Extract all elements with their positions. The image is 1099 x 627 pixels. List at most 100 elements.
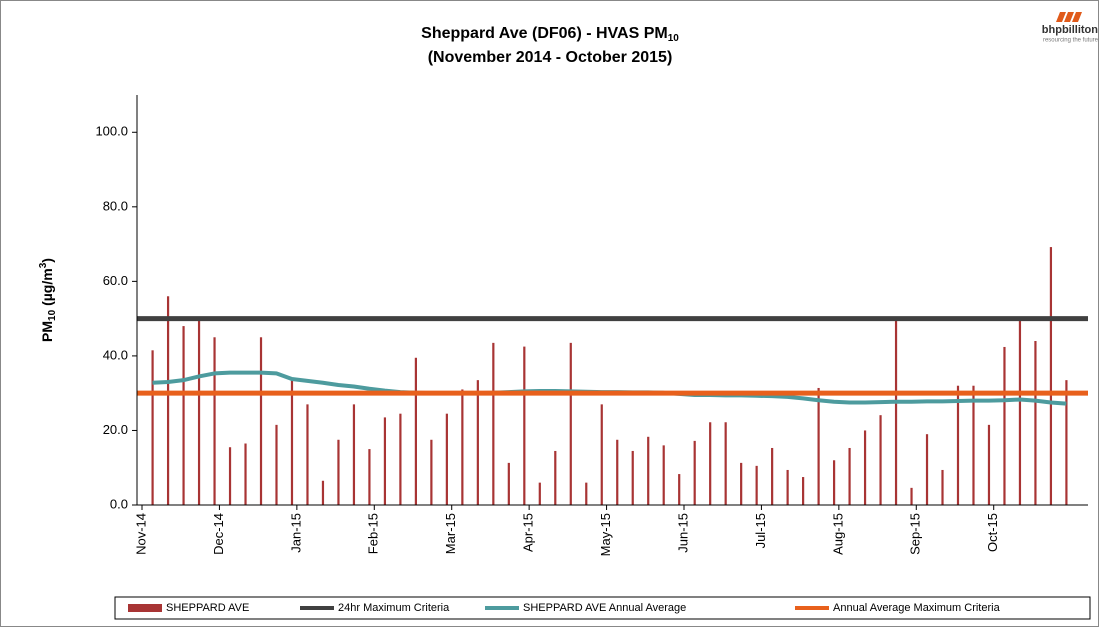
chart-subtitle: (November 2014 - October 2015) <box>428 49 673 66</box>
bar <box>817 387 820 505</box>
bar <box>910 487 913 505</box>
bar <box>724 422 727 505</box>
bar <box>616 439 619 505</box>
title-subscript: 10 <box>668 33 680 44</box>
x-tick-label: Apr-15 <box>521 513 536 552</box>
bar <box>848 447 851 505</box>
bar <box>631 450 634 505</box>
bar <box>244 443 247 505</box>
logo-mark <box>1056 12 1082 22</box>
bar <box>987 424 991 505</box>
y-label-superscript: 3 <box>38 262 49 268</box>
bar <box>1018 318 1022 505</box>
bar <box>925 434 929 505</box>
bar <box>523 346 526 505</box>
legend-label: SHEPPARD AVE Annual Average <box>523 602 686 614</box>
chart-title: Sheppard Ave (DF06) - HVAS PM10 <box>421 25 679 43</box>
bar <box>507 462 510 505</box>
bar <box>290 378 294 505</box>
bar <box>771 447 774 505</box>
y-tick-label: 20.0 <box>103 422 128 437</box>
bar <box>352 404 356 505</box>
y-tick-label: 0.0 <box>110 496 128 511</box>
x-tick-label: Jun-15 <box>675 513 690 553</box>
bar <box>740 462 743 505</box>
bar <box>894 318 898 505</box>
x-tick-label: Dec-14 <box>211 513 226 555</box>
bar <box>755 465 758 505</box>
x-tick-label: Jul-15 <box>753 513 768 548</box>
logo: bhpbilliton resourcing the future <box>1042 12 1099 44</box>
legend-label: 24hr Maximum Criteria <box>338 602 450 614</box>
bar <box>569 342 572 505</box>
legend-swatch <box>128 604 162 612</box>
bar <box>461 389 464 505</box>
bar <box>337 439 340 505</box>
y-label-subscript: 10 <box>47 309 58 321</box>
title-main: Sheppard Ave (DF06) - HVAS PM <box>421 25 668 42</box>
bar <box>832 460 836 505</box>
legend-label: Annual Average Maximum Criteria <box>833 602 1001 614</box>
x-tick-label: Jan-15 <box>288 513 303 553</box>
bar <box>1065 380 1068 505</box>
bar <box>151 350 154 505</box>
bar <box>956 385 960 505</box>
bar <box>678 474 681 505</box>
bar <box>600 404 603 505</box>
y-label-part: ) <box>39 258 55 263</box>
bar <box>476 380 479 505</box>
bar <box>228 447 232 505</box>
y-label-part: (µg/m <box>39 268 55 310</box>
y-label-part: PM <box>39 321 55 342</box>
bar <box>972 385 975 505</box>
bar <box>197 318 201 505</box>
bar <box>538 482 541 505</box>
legend-label: SHEPPARD AVE <box>166 602 249 614</box>
bar <box>1049 247 1053 505</box>
y-axis-label: PM10 (µg/m3) <box>38 258 58 342</box>
bar <box>647 436 650 505</box>
bar <box>1003 346 1006 505</box>
bar <box>693 440 696 505</box>
logo-name: bhpbilliton <box>1042 24 1098 36</box>
logo-tagline: resourcing the future <box>1043 38 1099 44</box>
bar <box>383 417 387 505</box>
bar <box>863 430 867 505</box>
bar <box>166 296 170 505</box>
bar <box>213 337 216 505</box>
bar <box>430 439 433 505</box>
x-tick-label: Mar-15 <box>443 513 458 554</box>
bar <box>786 469 789 505</box>
bar <box>275 424 278 505</box>
bar <box>662 445 665 505</box>
bar <box>1034 341 1037 505</box>
x-tick-label: Sep-15 <box>908 513 923 555</box>
bar <box>554 450 557 505</box>
bar <box>182 326 185 505</box>
y-tick-label: 60.0 <box>103 273 128 288</box>
bar <box>492 342 495 505</box>
bar <box>306 404 309 505</box>
bar <box>585 482 588 505</box>
bar <box>802 477 805 505</box>
bar <box>941 469 944 505</box>
bar <box>445 413 448 505</box>
x-tick-label: Nov-14 <box>133 513 148 555</box>
x-tick-label: Feb-15 <box>366 513 381 554</box>
y-tick-label: 80.0 <box>103 198 128 213</box>
bar <box>879 415 882 505</box>
legend-box <box>114 596 1091 620</box>
bar <box>709 422 712 505</box>
x-tick-label: Oct-15 <box>985 513 1000 552</box>
y-tick-label: 40.0 <box>103 347 128 362</box>
bar <box>321 480 325 505</box>
y-tick-label: 100.0 <box>95 124 128 139</box>
bar <box>414 357 417 505</box>
bar <box>259 337 263 505</box>
bar <box>368 449 371 505</box>
x-tick-label: May-15 <box>598 513 613 556</box>
x-tick-label: Aug-15 <box>830 513 845 555</box>
bar <box>399 413 402 505</box>
